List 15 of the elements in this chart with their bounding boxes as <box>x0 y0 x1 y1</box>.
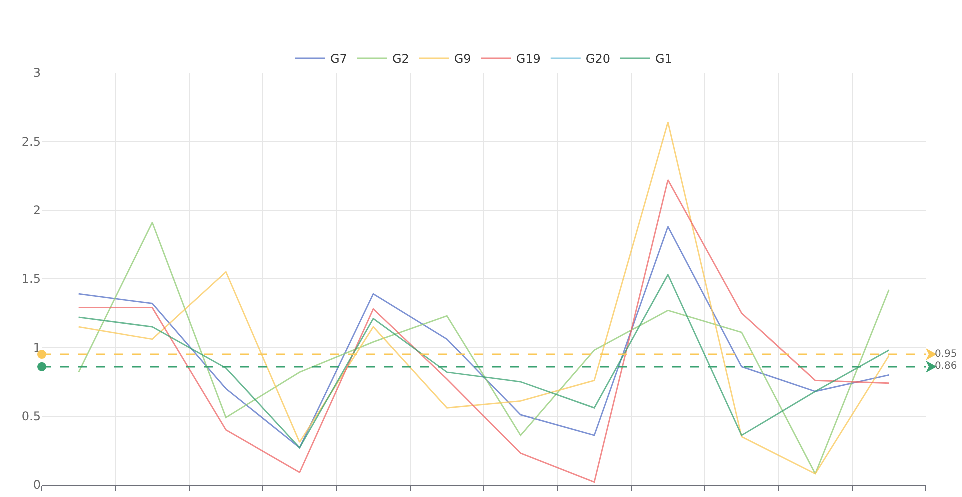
y-tick-label: 1.5 <box>22 272 41 286</box>
y-tick-label: 3 <box>33 66 41 80</box>
y-tick-label: 0 <box>33 478 41 492</box>
line-series <box>78 179 890 483</box>
ref-line-label: 0.86 <box>935 361 958 372</box>
legend-label: G1 <box>655 52 672 66</box>
y-tick-label: 2 <box>33 204 41 218</box>
legend-label: G2 <box>392 52 410 66</box>
legend-label: G7 <box>330 52 348 66</box>
legend-label: G20 <box>586 52 610 66</box>
legend-label: G19 <box>516 52 541 66</box>
y-tick-label: 0.5 <box>22 410 41 424</box>
ref-line-label: 0.95 <box>935 349 958 360</box>
y-tick-label: 2.5 <box>22 134 41 149</box>
legend-label: G9 <box>454 52 472 66</box>
